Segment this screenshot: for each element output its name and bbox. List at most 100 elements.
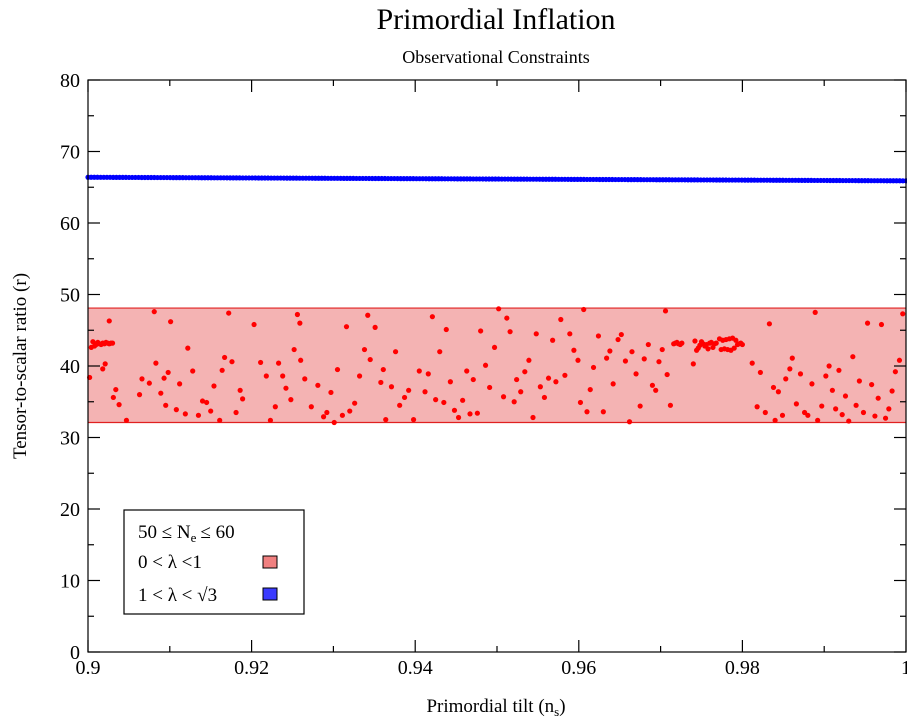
data-point-red bbox=[794, 401, 799, 406]
data-point-red bbox=[204, 400, 209, 405]
data-point-red bbox=[534, 331, 539, 336]
data-point-red bbox=[571, 348, 576, 353]
data-point-red bbox=[496, 306, 501, 311]
data-point-red bbox=[790, 356, 795, 361]
data-point-red bbox=[448, 379, 453, 384]
x-axis-label-main: Primordial tilt (n bbox=[426, 696, 554, 717]
data-point-red bbox=[422, 389, 427, 394]
data-point-red bbox=[332, 420, 337, 425]
y-tick-label: 70 bbox=[60, 142, 80, 164]
data-point-red bbox=[562, 373, 567, 378]
data-point-red bbox=[767, 321, 772, 326]
data-point-red bbox=[226, 310, 231, 315]
data-point-red bbox=[393, 349, 398, 354]
data-point-red bbox=[638, 403, 643, 408]
data-point-red bbox=[283, 386, 288, 391]
data-point-red bbox=[650, 383, 655, 388]
y-tick-label: 60 bbox=[60, 213, 80, 235]
data-point-red bbox=[116, 402, 121, 407]
data-point-red bbox=[381, 367, 386, 372]
data-point-red bbox=[798, 371, 803, 376]
data-point-red bbox=[518, 389, 523, 394]
data-point-red bbox=[238, 388, 243, 393]
data-point-red bbox=[368, 357, 373, 362]
data-point-red bbox=[740, 342, 745, 347]
data-point-red bbox=[268, 418, 273, 423]
x-axis-label: Primordial tilt (ns) bbox=[426, 696, 565, 719]
data-point-red bbox=[883, 416, 888, 421]
data-point-red bbox=[147, 381, 152, 386]
data-point-red bbox=[471, 377, 476, 382]
data-point-red bbox=[714, 341, 719, 346]
data-point-red bbox=[362, 347, 367, 352]
data-point-red bbox=[846, 418, 851, 423]
data-point-red bbox=[705, 346, 710, 351]
data-point-red bbox=[153, 361, 158, 366]
data-point-red bbox=[280, 373, 285, 378]
data-point-red bbox=[692, 338, 697, 343]
data-point-red bbox=[805, 413, 810, 418]
data-point-red bbox=[507, 329, 512, 334]
data-point-red bbox=[378, 380, 383, 385]
data-point-red bbox=[273, 404, 278, 409]
data-point-red bbox=[161, 376, 166, 381]
data-point-red bbox=[504, 315, 509, 320]
data-point-red bbox=[861, 410, 866, 415]
data-point-red bbox=[229, 359, 234, 364]
data-point-red bbox=[208, 408, 213, 413]
data-point-red bbox=[854, 403, 859, 408]
data-point-red bbox=[850, 354, 855, 359]
data-point-red bbox=[604, 356, 609, 361]
data-point-red bbox=[328, 390, 333, 395]
data-point-red bbox=[501, 394, 506, 399]
data-point-red bbox=[763, 410, 768, 415]
data-point-red bbox=[865, 321, 870, 326]
data-point-red bbox=[389, 384, 394, 389]
data-point-red bbox=[526, 358, 531, 363]
data-point-red bbox=[103, 361, 108, 366]
data-point-red bbox=[857, 378, 862, 383]
series-lambda-1-to-sqrt3 bbox=[85, 175, 907, 184]
data-point-red bbox=[426, 371, 431, 376]
data-point-red bbox=[646, 342, 651, 347]
data-point-red bbox=[584, 409, 589, 414]
data-point-red bbox=[492, 345, 497, 350]
chart-title: Primordial Inflation bbox=[376, 3, 615, 36]
data-point-red bbox=[402, 395, 407, 400]
data-point-red bbox=[567, 331, 572, 336]
data-point-red bbox=[538, 384, 543, 389]
data-point-red bbox=[107, 318, 112, 323]
data-point-red bbox=[691, 361, 696, 366]
data-point-red bbox=[344, 324, 349, 329]
data-point-red bbox=[456, 415, 461, 420]
data-point-red bbox=[755, 404, 760, 409]
data-point-red bbox=[889, 388, 894, 393]
x-tick-label: 0.98 bbox=[725, 657, 760, 679]
data-point-red bbox=[558, 317, 563, 322]
data-point-red bbox=[222, 355, 227, 360]
data-point-red bbox=[840, 412, 845, 417]
data-point-red bbox=[111, 395, 116, 400]
x-tick-label: 0.96 bbox=[561, 657, 596, 679]
data-point-red bbox=[611, 381, 616, 386]
data-point-red bbox=[627, 419, 632, 424]
data-point-red bbox=[578, 400, 583, 405]
y-tick-label: 30 bbox=[60, 428, 80, 450]
data-point-red bbox=[168, 319, 173, 324]
data-point-red bbox=[487, 385, 492, 390]
data-point-red bbox=[437, 349, 442, 354]
data-point-red bbox=[815, 418, 820, 423]
data-point-red bbox=[258, 360, 263, 365]
data-point-red bbox=[900, 311, 905, 316]
data-point-red bbox=[297, 321, 302, 326]
data-point-red bbox=[433, 397, 438, 402]
data-point-red bbox=[629, 349, 634, 354]
data-point-red bbox=[823, 373, 828, 378]
data-point-red bbox=[196, 413, 201, 418]
data-point-red bbox=[607, 348, 612, 353]
data-point-red bbox=[292, 347, 297, 352]
data-point-red bbox=[663, 308, 668, 313]
data-point-red bbox=[190, 368, 195, 373]
data-point-red bbox=[298, 358, 303, 363]
